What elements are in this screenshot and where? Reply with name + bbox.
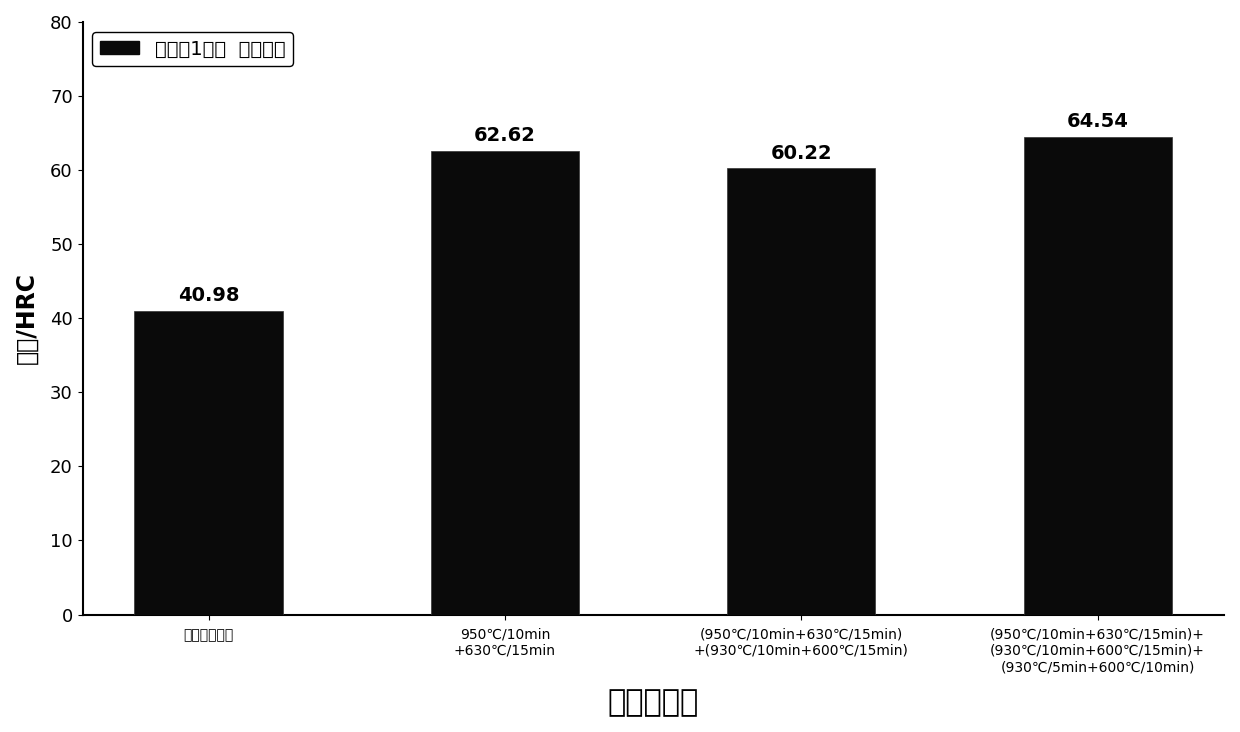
Text: 62.62: 62.62 [474, 126, 536, 145]
Bar [1023, 136, 1172, 615]
Text: 60.22: 60.22 [770, 143, 832, 163]
Text: 40.98: 40.98 [177, 286, 239, 305]
Bar [430, 151, 579, 615]
Bar [727, 168, 875, 615]
Y-axis label: 硬度/HRC: 硬度/HRC [15, 272, 38, 365]
Bar [134, 311, 283, 615]
Legend: 实施例1样品  平均硬度: 实施例1样品 平均硬度 [92, 31, 293, 67]
Text: 64.54: 64.54 [1066, 111, 1128, 130]
X-axis label: 热处理样品: 热处理样品 [608, 688, 699, 717]
